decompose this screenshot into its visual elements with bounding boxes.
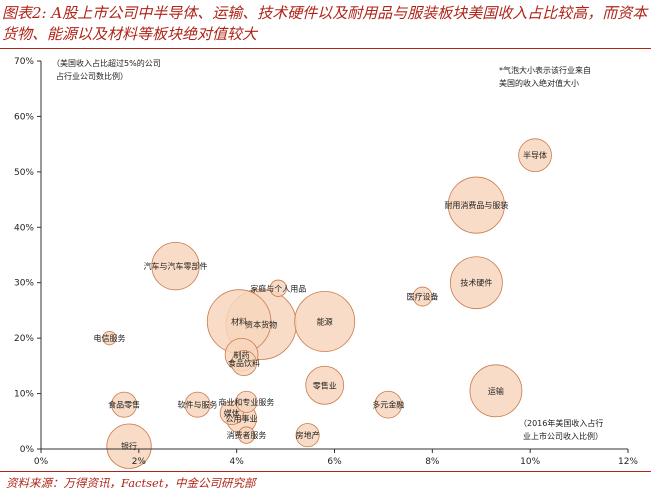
source-rule (0, 471, 651, 472)
bubble-label: 房地产 (296, 430, 320, 440)
bubble (235, 390, 258, 413)
bubble (518, 138, 552, 173)
bubble-label: 公用事业 (226, 414, 258, 424)
x-tick-label: 2% (132, 457, 147, 467)
y-tick-label: 20% (14, 334, 34, 344)
bubble-label: 制药 (234, 350, 250, 360)
bubble-label: 媒体 (224, 408, 240, 418)
bubble (231, 350, 257, 377)
x-tick-label: 4% (230, 457, 245, 467)
bubble-label: 半导体 (523, 150, 547, 160)
y-tick-label: 50% (14, 168, 34, 178)
chart-title: 图表2: A股上市公司中半导体、运输、技术硬件以及耐用品与服装板块美国收入占比较… (2, 4, 648, 43)
bubble-label: 银行 (121, 441, 137, 451)
x-tick-label: 0% (34, 457, 49, 467)
y-tick-label: 70% (14, 57, 34, 67)
y-tick-label: 60% (14, 112, 34, 122)
bubble-label: 材料 (231, 317, 247, 327)
bubble (237, 426, 256, 444)
bubble-label: 多元金融 (372, 400, 404, 410)
bubble (374, 390, 403, 419)
bubble (295, 423, 320, 448)
bubble-label: 食品零售 (108, 400, 140, 410)
y-tick-label: 30% (14, 279, 34, 289)
x-tick-label: 12% (618, 457, 638, 467)
note-top-left-line1: （美国收入占比超过5%的公司 (52, 58, 161, 68)
bubble (102, 331, 117, 346)
bubble (106, 423, 152, 469)
y-tick-label: 0% (20, 445, 35, 455)
note-top-right-line1: *气泡大小表示该行业来自 (499, 65, 591, 75)
bubble (111, 391, 138, 418)
bubble (449, 256, 503, 310)
bubble-label: 消费者服务 (226, 430, 266, 440)
bubble-label: 零售业 (313, 380, 337, 390)
source-note: 资料来源：万得资讯，Factset，中金公司研究部 (6, 476, 256, 490)
bubble (184, 391, 211, 418)
bubble-label: 汽车与汽车零部件 (144, 261, 208, 271)
bubble (151, 241, 200, 291)
bubble (447, 176, 505, 234)
note-top-left-line2: 占行业公司数比例） (56, 71, 128, 81)
bubble-label: 资本货物 (245, 319, 277, 329)
y-tick-label: 40% (14, 223, 34, 233)
bubble-label: 软件与服务 (178, 400, 218, 410)
bubble (269, 279, 287, 297)
x-tick-label: 10% (520, 457, 540, 467)
bubble-label: 能源 (317, 317, 333, 327)
bubble (294, 291, 356, 352)
x-tick-label: 6% (327, 457, 342, 467)
bubble-label: 电信服务 (93, 333, 125, 343)
title-rule (0, 48, 651, 49)
bubble (305, 365, 345, 405)
bubble (469, 364, 523, 418)
bubble-label: 运输 (488, 386, 504, 396)
note-bottom-right-line1: （2016年美国收入占行 (519, 418, 603, 428)
note-top-right-line2: 美国的收入绝对值大小 (499, 78, 579, 88)
bubble-chart: 0%10%20%30%40%50%60%70%0% 2% 4% 6% 8% 10% 12% … (14, 57, 638, 469)
bubble-label: 家庭与个人用品 (250, 283, 306, 293)
bubble-label: 耐用消费品与服装 (444, 200, 508, 210)
y-tick-label: 10% (14, 390, 34, 400)
x-tick-label: 8% (425, 457, 440, 467)
bubble-label: 商业和专业服务 (218, 397, 274, 407)
bubble-label: 食品饮料 (228, 358, 260, 368)
bubble (412, 286, 433, 307)
bubble-label: 技术硬件 (460, 278, 492, 288)
bubble-label: 医疗设备 (407, 292, 439, 302)
note-bottom-right-line2: 业上市公司收入比例） (523, 431, 603, 441)
